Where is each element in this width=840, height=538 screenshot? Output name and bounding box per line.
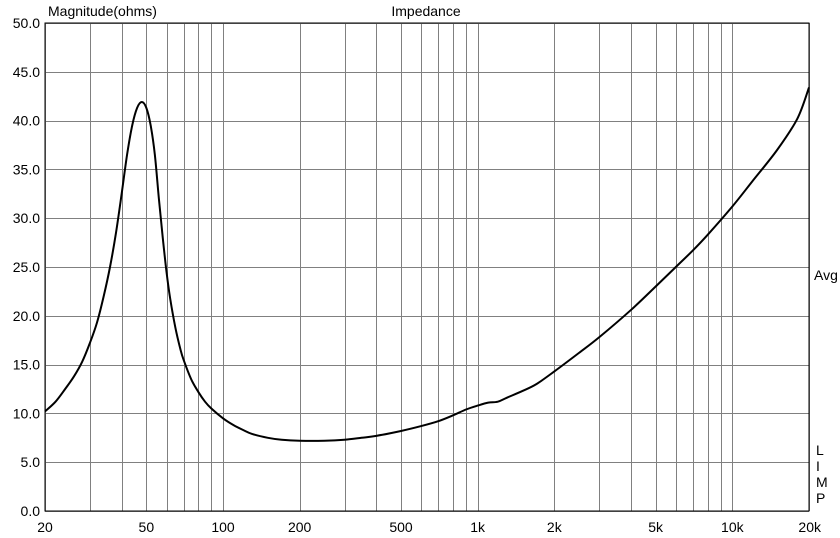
x-tick-label: 10k (721, 519, 745, 535)
y-axis-label: Magnitude(ohms) (48, 3, 157, 19)
y-tick-label: 0.0 (21, 503, 41, 519)
y-tick-labels: 0.0 5.0 10.0 15.0 20.0 25.0 30.0 35.0 40.0 45.0 50… (13, 15, 40, 519)
y-tick-label: 50.0 (13, 15, 40, 31)
y-tick-label: 40.0 (13, 113, 40, 129)
y-tick-label: 20.0 (13, 308, 40, 324)
y-tick-label: 30.0 (13, 210, 40, 226)
x-tick-label: 20k (798, 519, 822, 535)
x-tick-label: 5k (648, 519, 664, 535)
y-tick-label: 5.0 (21, 454, 41, 470)
avg-label: Avg (814, 267, 838, 283)
series-layer (44, 87, 810, 442)
x-tick-label: 2k (547, 519, 563, 535)
y-tick-label: 35.0 (13, 161, 40, 177)
limp-letter-p: P (816, 490, 825, 506)
x-tick-label: 20 (37, 519, 53, 535)
x-tick-label: 500 (389, 519, 413, 535)
chart-title: Impedance (391, 3, 460, 19)
x-tick-labels: 20 50 100 200 500 1k 2k 5k 10k 20k (37, 519, 822, 535)
plot-frame (44, 22, 810, 512)
impedance-curve (44, 87, 810, 442)
y-tick-label: 25.0 (13, 259, 40, 275)
y-tick-label: 45.0 (13, 64, 40, 80)
limp-letter-m: M (816, 474, 828, 490)
x-tick-label: 200 (288, 519, 312, 535)
y-tick-label: 15.0 (13, 357, 40, 373)
limp-letter-l: L (816, 442, 824, 458)
y-tick-label: 10.0 (13, 405, 40, 421)
x-tick-label: 100 (211, 519, 235, 535)
limp-letter-i: I (816, 458, 820, 474)
x-tick-label: 1k (470, 519, 486, 535)
x-tick-label: 50 (139, 519, 155, 535)
